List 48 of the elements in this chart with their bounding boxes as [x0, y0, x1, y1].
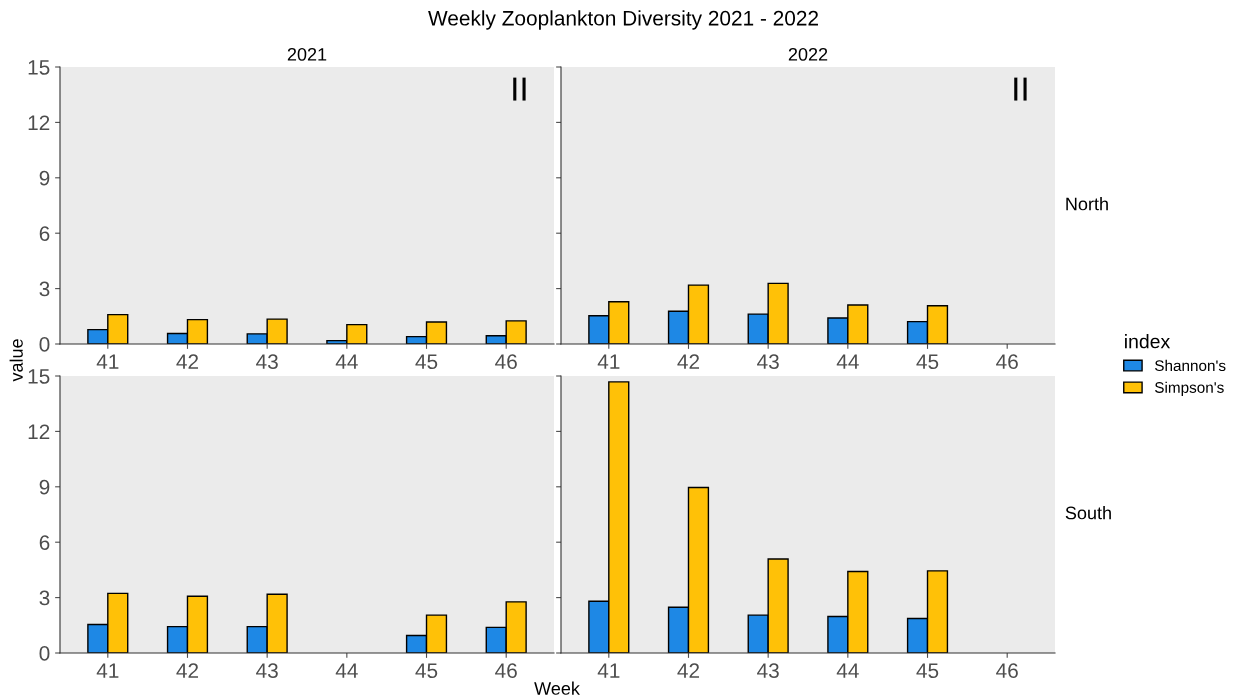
x-tick-label: 43 [757, 354, 779, 370]
x-tick-label: 46 [996, 663, 1018, 679]
y-axis-title: value [9, 339, 23, 382]
x-tick-label: 46 [996, 354, 1018, 370]
legend-label: Shannon's [1155, 359, 1226, 372]
x-tick-label: 43 [757, 663, 779, 679]
x-tick-label: 44 [335, 663, 358, 678]
annotation: II [513, 77, 526, 101]
y-tick-label: 6 [39, 535, 50, 550]
x-tick-label: 44 [335, 354, 358, 369]
x-tick-label: 41 [96, 354, 119, 369]
y-tick-label: 9 [39, 479, 50, 495]
y-tick-label: 15 [28, 60, 50, 75]
x-tick-label: 41 [597, 663, 620, 678]
text: Weekly Zooplankton Diversity 2021 - 2022 [428, 10, 818, 30]
y-tick-label: 3 [39, 281, 50, 297]
x-tick-label: 43 [256, 354, 278, 370]
y-tick-label: 3 [39, 590, 50, 606]
x-tick-label: 45 [916, 354, 939, 370]
x-tick-label: 41 [96, 663, 119, 678]
y-tick-label: 15 [28, 369, 50, 384]
x-tick-label: 41 [597, 354, 620, 369]
y-tick-label: 12 [28, 424, 50, 439]
legend-label: Simpson's [1155, 381, 1224, 396]
x-tick-label: 45 [415, 354, 438, 370]
x-tick-label: 44 [836, 663, 859, 678]
x-tick-label: 43 [256, 663, 278, 679]
x-tick-label: 42 [677, 663, 700, 678]
y-tick-label: 12 [28, 115, 50, 130]
x-tick-label: 42 [176, 354, 199, 369]
x-tick-label: 45 [415, 663, 438, 679]
x-tick-label: 44 [836, 354, 859, 369]
x-tick-label: 46 [495, 663, 517, 679]
x-tick-label: 42 [176, 663, 199, 678]
chart-subtitle: 2022 [788, 47, 828, 61]
y2-axis-title: North [1066, 197, 1108, 211]
x-tick-label: 42 [677, 354, 700, 369]
x-tick-label: 45 [916, 663, 939, 679]
x-tick-label: 46 [495, 354, 517, 370]
y-tick-label: 6 [39, 226, 50, 241]
chart-subtitle: 2021 [287, 47, 327, 61]
y-tick-label: 0 [39, 646, 50, 661]
x-axis-title: Week [534, 681, 580, 695]
y-tick-label: 0 [39, 337, 50, 352]
annotation: II [1014, 77, 1027, 101]
legend-title: index [1125, 334, 1171, 349]
y-tick-label: 9 [39, 170, 50, 186]
y2-axis-title: South [1065, 506, 1111, 520]
